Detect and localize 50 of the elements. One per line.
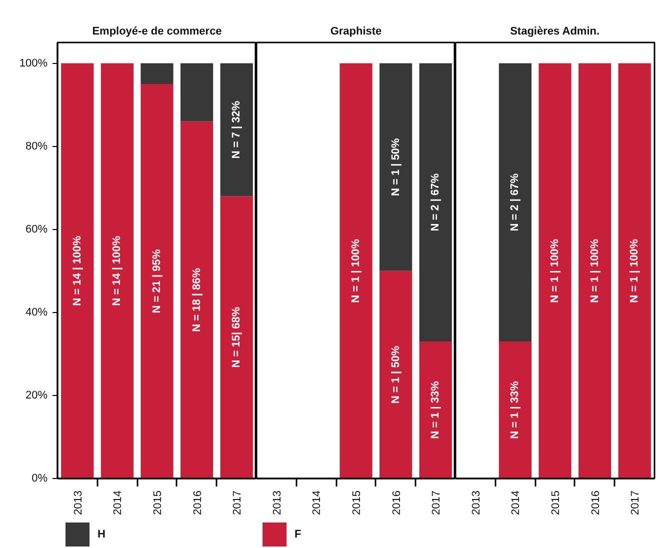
chart-title: Stagières Admin. — [510, 26, 600, 38]
bar — [140, 84, 174, 478]
y-tick-label: 80% — [25, 140, 48, 152]
x-tick-label: 2017 — [630, 490, 642, 515]
bar — [180, 121, 214, 478]
y-tick-label: 0% — [32, 472, 48, 484]
x-tick-label: 2013 — [470, 490, 482, 515]
bar — [220, 63, 253, 196]
x-tick-label: 2014 — [112, 490, 124, 515]
x-tick-label: 2014 — [510, 490, 522, 515]
data-label: N = 21 | 95% — [151, 249, 163, 314]
data-label: N = 7 | 32% — [230, 100, 243, 159]
chart-title: Employé-e de commerce — [92, 26, 222, 38]
x-tick-label: 2015 — [351, 490, 363, 515]
x-tick-label: 2016 — [192, 490, 204, 515]
y-tick-label: 20% — [25, 389, 48, 402]
data-label: N = 14 | 100% — [111, 236, 124, 306]
y-tick-label: 100% — [19, 57, 48, 70]
x-tick-label: 2015 — [550, 490, 562, 515]
x-tick-label: 2014 — [311, 490, 324, 515]
legend-label: H — [98, 528, 106, 540]
data-label: N = 1 | 100% — [549, 238, 561, 303]
x-tick-label: 2013 — [271, 490, 284, 515]
y-tick-label: 40% — [25, 306, 48, 318]
bar — [220, 196, 253, 478]
x-tick-label: 2016 — [390, 490, 403, 515]
data-label: N = 2 | 67% — [430, 173, 442, 232]
data-label: N = 1 | 33% — [509, 380, 522, 439]
data-label: N = 2 | 67% — [509, 173, 522, 232]
x-tick-label: 2013 — [72, 490, 84, 515]
chart-title: Graphiste — [330, 26, 382, 38]
data-label: N = 1 | 33% — [430, 380, 442, 439]
data-label: N = 15| 68% — [230, 306, 243, 368]
legend-label: F — [294, 528, 302, 540]
x-tick-label: 2016 — [590, 490, 602, 515]
data-label: N = 1 | 50% — [390, 346, 402, 404]
data-label: N = 14 | 100% — [71, 236, 84, 306]
bar — [180, 63, 214, 122]
bar — [61, 63, 94, 478]
data-label: N = 1 | 100% — [588, 238, 601, 303]
x-tick-label: 2017 — [232, 490, 244, 515]
y-tick-label: 60% — [25, 223, 48, 236]
x-tick-label: 2015 — [152, 490, 164, 515]
data-label: N = 1 | 100% — [350, 238, 362, 303]
x-tick-label: 2017 — [430, 490, 443, 515]
data-label: N = 18 | 86% — [190, 268, 203, 332]
bar — [140, 63, 174, 84]
data-label: N = 1 | 100% — [628, 238, 641, 303]
data-label: N = 1 | 50% — [390, 138, 402, 196]
bar — [100, 63, 134, 478]
